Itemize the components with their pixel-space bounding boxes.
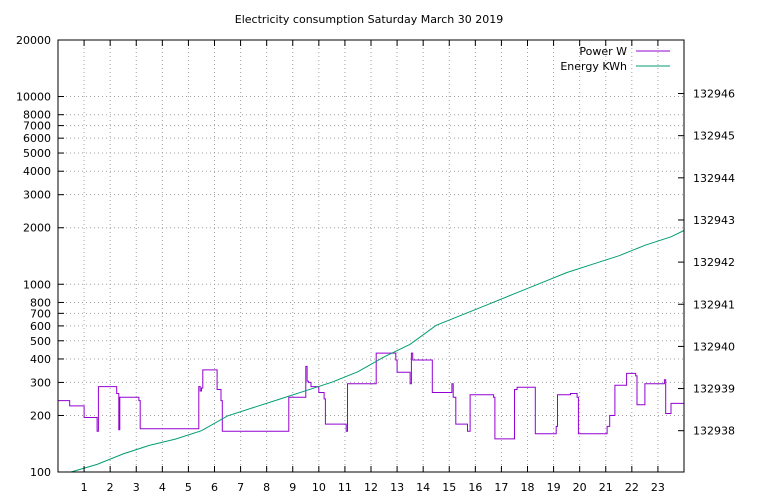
y-left-tick-label: 600 [30,320,51,333]
y-left-tick-label: 10000 [16,91,51,104]
y-right-tick-label: 132940 [693,340,735,353]
y-left-tick-label: 2000 [23,222,51,235]
x-tick-label: 4 [159,481,166,494]
chart-title: Electricity consumption Saturday March 3… [235,13,503,26]
y-right-tick-label: 132943 [693,214,735,227]
y-left-tick-label: 700 [30,307,51,320]
x-tick-label: 3 [133,481,140,494]
x-tick-label: 8 [263,481,270,494]
x-tick-label: 12 [364,481,378,494]
y-left-tick-label: 20000 [16,34,51,47]
y-left-tick-label: 1000 [23,278,51,291]
x-tick-label: 2 [107,481,114,494]
axis-ticks: 1 2 3 4 5 6 7 8 9 10 11 12 13 14 15 16 17 18 19 20 21 22 23100… [16,34,735,494]
x-tick-label: 20 [573,481,587,494]
y-left-tick-label: 4000 [23,165,51,178]
y-left-tick-label: 7000 [23,120,51,133]
x-tick-label: 10 [312,481,326,494]
x-tick-label: 23 [651,481,665,494]
series-layer [58,230,685,473]
y-left-tick-label: 5000 [23,147,51,160]
y-left-tick-label: 100 [30,466,51,479]
x-tick-label: 18 [521,481,535,494]
y-left-tick-label: 300 [30,376,51,389]
legend-label: Energy KWh [560,60,627,73]
x-tick-label: 21 [599,481,613,494]
legend-label: Power W [579,45,627,58]
y-right-tick-label: 132938 [693,425,735,438]
x-tick-label: 19 [547,481,561,494]
x-tick-label: 22 [625,481,639,494]
y-left-tick-label: 8000 [23,109,51,122]
x-tick-label: 13 [390,481,404,494]
x-tick-label: 9 [289,481,296,494]
x-tick-label: 1 [81,481,88,494]
y-right-tick-label: 132945 [693,130,735,143]
x-tick-label: 14 [416,481,430,494]
x-tick-label: 7 [237,481,244,494]
x-tick-label: 5 [185,481,192,494]
y-right-tick-label: 132941 [693,298,735,311]
x-tick-label: 17 [494,481,508,494]
y-left-tick-label: 500 [30,335,51,348]
y-right-tick-label: 132939 [693,383,735,396]
x-tick-label: 16 [468,481,482,494]
y-right-tick-label: 132946 [693,88,735,101]
series-line-energy-kwh [58,230,685,473]
y-left-tick-label: 200 [30,409,51,422]
series-line-power-w [58,352,684,440]
y-left-tick-label: 6000 [23,132,51,145]
y-left-tick-label: 400 [30,353,51,366]
y-left-tick-label: 3000 [23,189,51,202]
legend: Power W Energy KWh [560,45,670,73]
y-left-tick-label: 800 [30,296,51,309]
x-tick-label: 6 [211,481,218,494]
y-right-tick-label: 132944 [693,172,735,185]
x-tick-label: 15 [442,481,456,494]
x-tick-label: 11 [338,481,352,494]
grid-lines [58,40,684,472]
y-right-tick-label: 132942 [693,256,735,269]
